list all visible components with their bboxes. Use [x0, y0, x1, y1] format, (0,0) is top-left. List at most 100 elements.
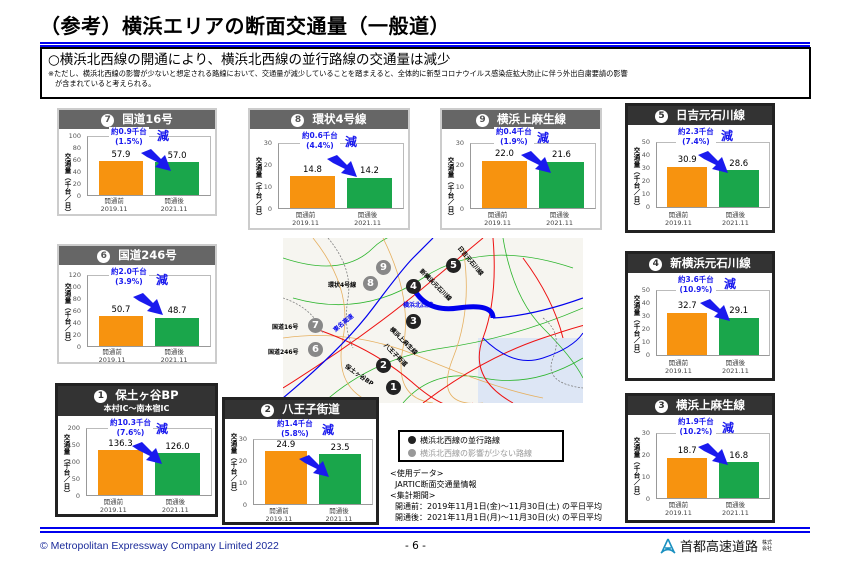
- bar-chart: 交通量（千台／日） 30 20 10 0 14.8 14.2 約0.6千台 (4.…: [250, 129, 408, 230]
- bar-before: [264, 450, 308, 504]
- decrease-annotation: 約1.4千台 (5.8%): [275, 419, 315, 439]
- category-label: 開通後: [329, 507, 349, 515]
- card-header: 7 国道16号: [59, 110, 215, 129]
- decrease-percent: (4.4%): [306, 141, 334, 150]
- y-tick: 30: [641, 429, 650, 437]
- chart-card-shinyokohama: 4 新横浜元石川線 交通量（千台／日） 50 40 30 20 10 0 32.7…: [625, 251, 775, 381]
- decrease-arrow-icon: [299, 455, 329, 477]
- y-tick: 150: [67, 441, 80, 449]
- y-tick: 30: [455, 139, 464, 147]
- bar-before: [98, 316, 143, 346]
- card-header: 2 八王子街道: [225, 400, 376, 419]
- category-period: 2021.11: [721, 219, 749, 227]
- category-label: 開通前: [295, 211, 316, 219]
- card-title: 新横浜元石川線: [670, 256, 751, 270]
- bar-chart: 交通量（千台／日） 120 100 80 60 40 20 0 50.7 48.…: [59, 265, 215, 364]
- category-label: 開通後: [164, 348, 184, 356]
- data-heading: <使用データ>: [390, 469, 444, 478]
- category-after: 開通後 2021.11: [305, 507, 373, 523]
- y-axis-label: 交通量（千台／日）: [254, 157, 262, 220]
- y-axis-label: 交通量（千台／日）: [63, 153, 71, 216]
- category-period: 2019.11: [292, 219, 319, 227]
- value-after: 126.0: [165, 442, 190, 453]
- y-tick: 20: [641, 451, 650, 459]
- category-before: 開通前 2019.11: [270, 211, 341, 227]
- category-before: 開通前 2019.11: [646, 359, 711, 375]
- map-legend: 横浜北西線の並行路線 横浜北西線の影響が少ない路線: [398, 430, 564, 462]
- bar-before: [290, 176, 335, 208]
- category-period: 2019.11: [100, 205, 128, 213]
- page-number: - 6 -: [405, 540, 426, 552]
- card-title: 国道16号: [122, 112, 173, 126]
- y-tick: 200: [67, 424, 80, 432]
- y-tick: 100: [67, 458, 80, 466]
- period-before: 開通前：2019年11月1日(金)～11月30日(土) の平日平均: [395, 502, 603, 511]
- card-header: 9 横浜上麻生線: [442, 110, 600, 129]
- decrease-annotation: 約10.3千台 (7.6%): [108, 418, 154, 438]
- y-tick: 10: [641, 338, 650, 346]
- decrease-percent: (7.6%): [116, 428, 145, 437]
- category-period: 2019.11: [265, 515, 293, 523]
- decrease-annotation: 約2.0千台 (3.9%): [109, 267, 149, 287]
- y-tick: 120: [68, 271, 81, 279]
- title-divider-lower: [40, 45, 810, 47]
- y-tick: 20: [641, 177, 650, 185]
- bar-before: [482, 161, 527, 208]
- value-after: 14.2: [360, 166, 379, 176]
- legend-item-parallel: 横浜北西線の並行路線: [408, 434, 554, 447]
- decrease-annotation: 約2.3千台 (7.4%): [676, 127, 716, 147]
- category-label: 開通後: [165, 498, 186, 506]
- bar-after: [718, 462, 759, 498]
- category-before: 開通前 2019.11: [646, 501, 711, 517]
- decrease-percent: (1.5%): [115, 137, 143, 146]
- map-marker-6: 6: [308, 342, 323, 357]
- category-label: 開通前: [104, 197, 124, 205]
- category-after: 開通後 2021.11: [332, 211, 403, 227]
- category-before: 開通前 2019.11: [77, 348, 147, 364]
- period-after: 開通後：2021年11月1日(月)～11月30日(火) の平日平均: [395, 513, 603, 522]
- decrease-percent: (10.2%): [679, 427, 713, 436]
- value-before: 14.8: [303, 164, 322, 175]
- y-axis-label: 交通量（千台／日）: [632, 437, 640, 500]
- number-badge: 8: [291, 114, 305, 127]
- decrease-annotation: 約0.4千台 (1.9%): [494, 127, 534, 147]
- y-tick: 0: [459, 205, 464, 213]
- dark-dot-icon: [408, 436, 416, 444]
- y-tick: 40: [72, 168, 81, 176]
- card-title: 保土ヶ谷BP: [115, 388, 179, 402]
- decrease-amount: 約1.9千台: [678, 417, 714, 426]
- category-label: 開通後: [164, 197, 184, 205]
- y-tick: 50: [641, 286, 650, 294]
- category-label: 開通前: [668, 501, 689, 509]
- bar-chart: 交通量（千台／日） 30 20 10 0 22.0 21.6 約0.4千台 (1.…: [442, 127, 600, 230]
- category-period: 2021.11: [721, 367, 749, 375]
- y-tick: 20: [263, 161, 272, 169]
- plot-area: 32.7 29.1: [656, 290, 770, 356]
- plot-area: 24.9 23.5: [253, 439, 373, 505]
- bar-chart: 交通量（千台／日） 50 40 30 20 10 0 32.7 29.1 約3.…: [628, 273, 772, 379]
- bar-chart: 交通量（千台／日） 30 20 10 0 24.9 23.5 約1.4千台 (5.…: [225, 419, 376, 523]
- map-marker-4: 4: [406, 279, 421, 294]
- decrease-label: 減: [322, 423, 335, 437]
- y-tick: 0: [242, 501, 247, 509]
- number-badge: 6: [97, 250, 111, 263]
- decrease-label: 減: [721, 129, 734, 143]
- chart-card-hiyoshi: 5 日吉元石川線 交通量（千台／日） 50 40 30 20 10 0 30.9 …: [625, 103, 775, 233]
- category-period: 2019.11: [664, 219, 692, 227]
- category-before: 開通前 2019.11: [78, 498, 149, 514]
- category-before: 開通前 2019.11: [462, 211, 533, 227]
- footer-divider: [40, 527, 810, 529]
- bar-before: [98, 450, 143, 495]
- y-tick: 100: [68, 132, 81, 140]
- category-label: 開通前: [668, 359, 689, 367]
- category-label: 開通後: [357, 211, 378, 219]
- decrease-annotation: 約0.6千台 (4.4%): [300, 131, 340, 151]
- legend-item-less-affected: 横浜北西線の影響が少ない路線: [408, 447, 554, 460]
- card-header: 6 国道246号: [59, 246, 215, 265]
- decrease-amount: 約10.3千台: [110, 418, 152, 427]
- y-axis-label: 交通量（千台／日）: [62, 434, 70, 497]
- gray-dot-icon: [408, 449, 416, 457]
- category-label: 開通前: [269, 507, 289, 515]
- card-title: 国道246号: [118, 248, 177, 262]
- summary-note-line1: ※ただし、横浜北西線の影響が少ないと想定される路線において、交通量が減少している…: [48, 69, 628, 78]
